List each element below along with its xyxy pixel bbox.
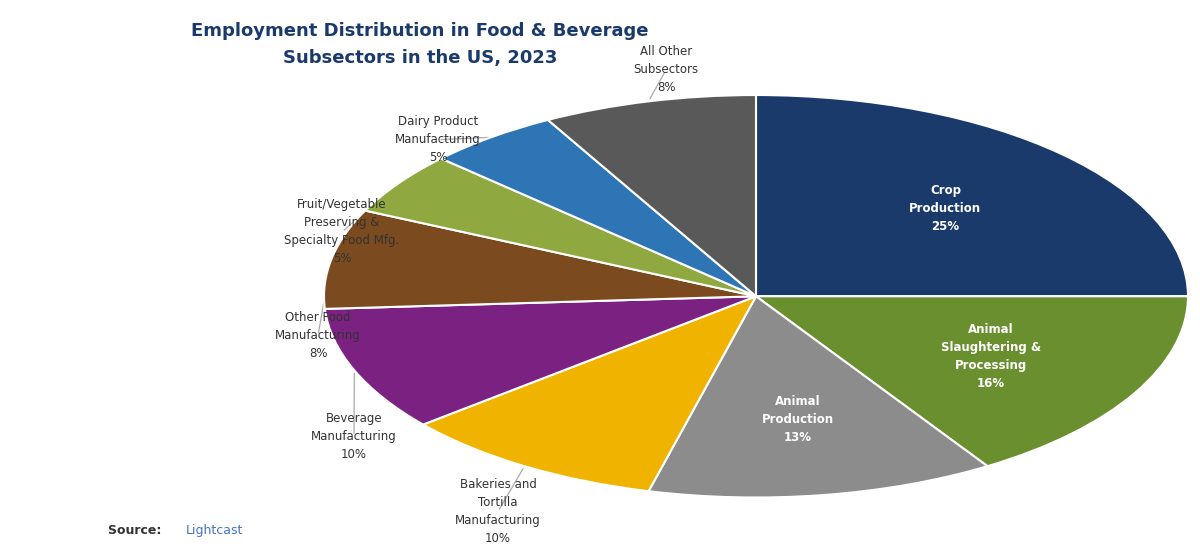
Wedge shape xyxy=(756,296,1188,466)
Text: Employment Distribution in Food & Beverage
Subsectors in the US, 2023: Employment Distribution in Food & Bevera… xyxy=(191,22,649,67)
Wedge shape xyxy=(324,211,756,309)
Text: Animal
Slaughtering &
Processing
16%: Animal Slaughtering & Processing 16% xyxy=(941,323,1040,390)
Wedge shape xyxy=(756,95,1188,296)
Wedge shape xyxy=(365,159,756,296)
Text: Other Food
Manufacturing
8%: Other Food Manufacturing 8% xyxy=(275,311,361,360)
Text: Animal
Production
13%: Animal Production 13% xyxy=(762,395,834,444)
Wedge shape xyxy=(648,296,988,498)
Wedge shape xyxy=(442,120,756,296)
Text: All Other
Subsectors
8%: All Other Subsectors 8% xyxy=(634,45,698,94)
Text: Beverage
Manufacturing
10%: Beverage Manufacturing 10% xyxy=(311,411,397,461)
Text: Bakeries and
Tortilla
Manufacturing
10%: Bakeries and Tortilla Manufacturing 10% xyxy=(455,478,541,545)
Text: Fruit/Vegetable
Preserving &
Specialty Food Mfg.
5%: Fruit/Vegetable Preserving & Specialty F… xyxy=(284,198,400,266)
Text: Source:: Source: xyxy=(108,524,166,537)
Wedge shape xyxy=(424,296,756,491)
Text: Dairy Product
Manufacturing
5%: Dairy Product Manufacturing 5% xyxy=(395,115,481,164)
Text: Crop
Production
25%: Crop Production 25% xyxy=(910,183,982,233)
Wedge shape xyxy=(325,296,756,424)
Wedge shape xyxy=(548,95,756,296)
Text: Lightcast: Lightcast xyxy=(186,524,244,537)
